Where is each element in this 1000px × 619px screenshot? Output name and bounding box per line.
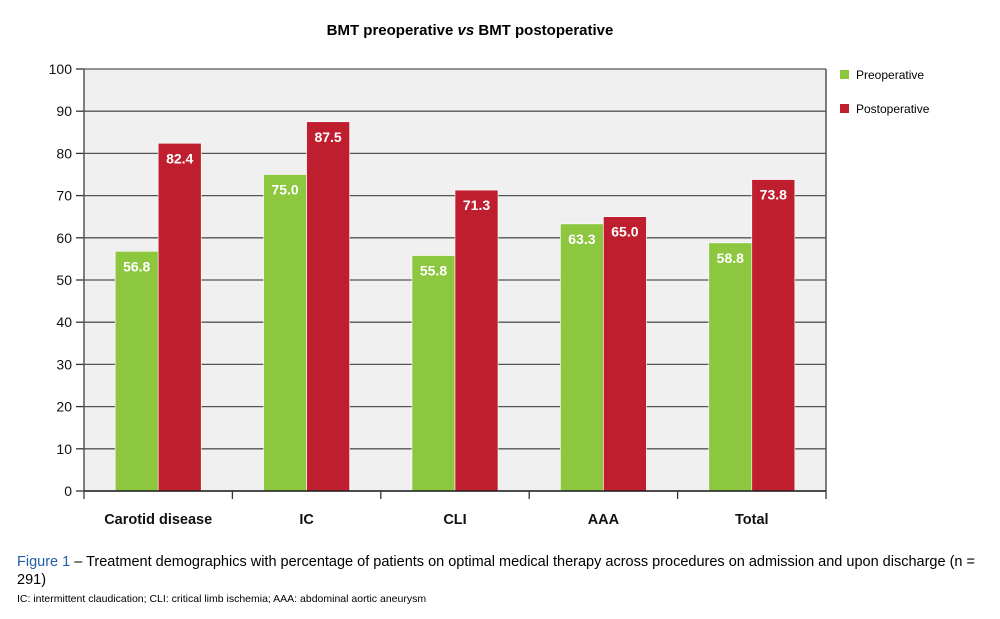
data-label: 58.8 bbox=[717, 250, 744, 266]
y-tick-label: 100 bbox=[49, 61, 73, 77]
y-tick-label: 80 bbox=[56, 145, 72, 161]
x-tick-label: CLI bbox=[443, 512, 466, 528]
bar-preoperative-aaa bbox=[560, 223, 604, 492]
bar-preoperative-total bbox=[708, 242, 753, 492]
legend-item-postoperative: Postoperative bbox=[840, 100, 929, 117]
bar-preoperative-cli bbox=[411, 255, 456, 492]
x-tick-label: AAA bbox=[588, 512, 620, 528]
legend: Preoperative Postoperative bbox=[840, 66, 929, 134]
legend-label-postoperative: Postoperative bbox=[856, 101, 930, 116]
data-label: 73.8 bbox=[760, 187, 787, 203]
figure-caption: Figure 1 – Treatment demographics with p… bbox=[17, 553, 987, 589]
bar-postoperative-aaa bbox=[603, 216, 647, 492]
bar-preoperative-carotid-disease bbox=[114, 251, 159, 492]
y-tick-label: 40 bbox=[56, 314, 72, 330]
title-part-2: BMT postoperative bbox=[474, 22, 614, 39]
data-label: 65.0 bbox=[611, 224, 638, 240]
data-label: 87.5 bbox=[314, 129, 341, 145]
y-tick-label: 90 bbox=[56, 103, 72, 119]
y-tick-label: 30 bbox=[56, 356, 72, 372]
bar-chart: 0 10 20 30 40 50 60 70 80 90 100 56.8 82.4 Carotid di… bbox=[49, 61, 827, 528]
figure-footnote: IC: intermittent claudication; CLI: crit… bbox=[17, 593, 427, 605]
bar-postoperative-carotid-disease bbox=[157, 142, 202, 492]
data-label: 82.4 bbox=[166, 150, 193, 166]
data-label: 55.8 bbox=[420, 263, 447, 279]
legend-item-preoperative: Preoperative bbox=[840, 66, 929, 83]
y-tick-label: 60 bbox=[56, 230, 72, 246]
data-label: 71.3 bbox=[463, 197, 490, 213]
title-vs: vs bbox=[457, 22, 475, 39]
y-tick-label: 50 bbox=[56, 272, 72, 288]
x-tick-label: IC bbox=[299, 512, 314, 528]
title-part-1: BMT preoperative bbox=[326, 22, 458, 39]
bar-postoperative-ic bbox=[306, 121, 350, 492]
caption-text: – Treatment demographics with percentage… bbox=[17, 554, 975, 588]
legend-swatch-postoperative bbox=[840, 104, 849, 113]
legend-swatch-preoperative bbox=[840, 70, 849, 79]
bar-postoperative-cli bbox=[454, 189, 499, 492]
y-tick-label: 10 bbox=[56, 441, 72, 457]
bar-postoperative-total bbox=[751, 179, 796, 492]
y-tick-label: 70 bbox=[56, 188, 72, 204]
legend-label-preoperative: Preoperative bbox=[856, 67, 925, 82]
y-tick-label: 0 bbox=[64, 483, 72, 499]
bar-preoperative-ic bbox=[263, 174, 307, 492]
data-label: 63.3 bbox=[568, 231, 595, 247]
x-tick-label: Total bbox=[735, 512, 769, 528]
figure-label: Figure 1 bbox=[17, 554, 71, 570]
chart-title: BMT preoperative vs BMT postoperative bbox=[0, 22, 940, 39]
y-tick-label: 20 bbox=[56, 399, 72, 415]
data-label: 56.8 bbox=[123, 258, 150, 274]
data-label: 75.0 bbox=[271, 182, 298, 198]
x-tick-label: Carotid disease bbox=[104, 512, 212, 528]
